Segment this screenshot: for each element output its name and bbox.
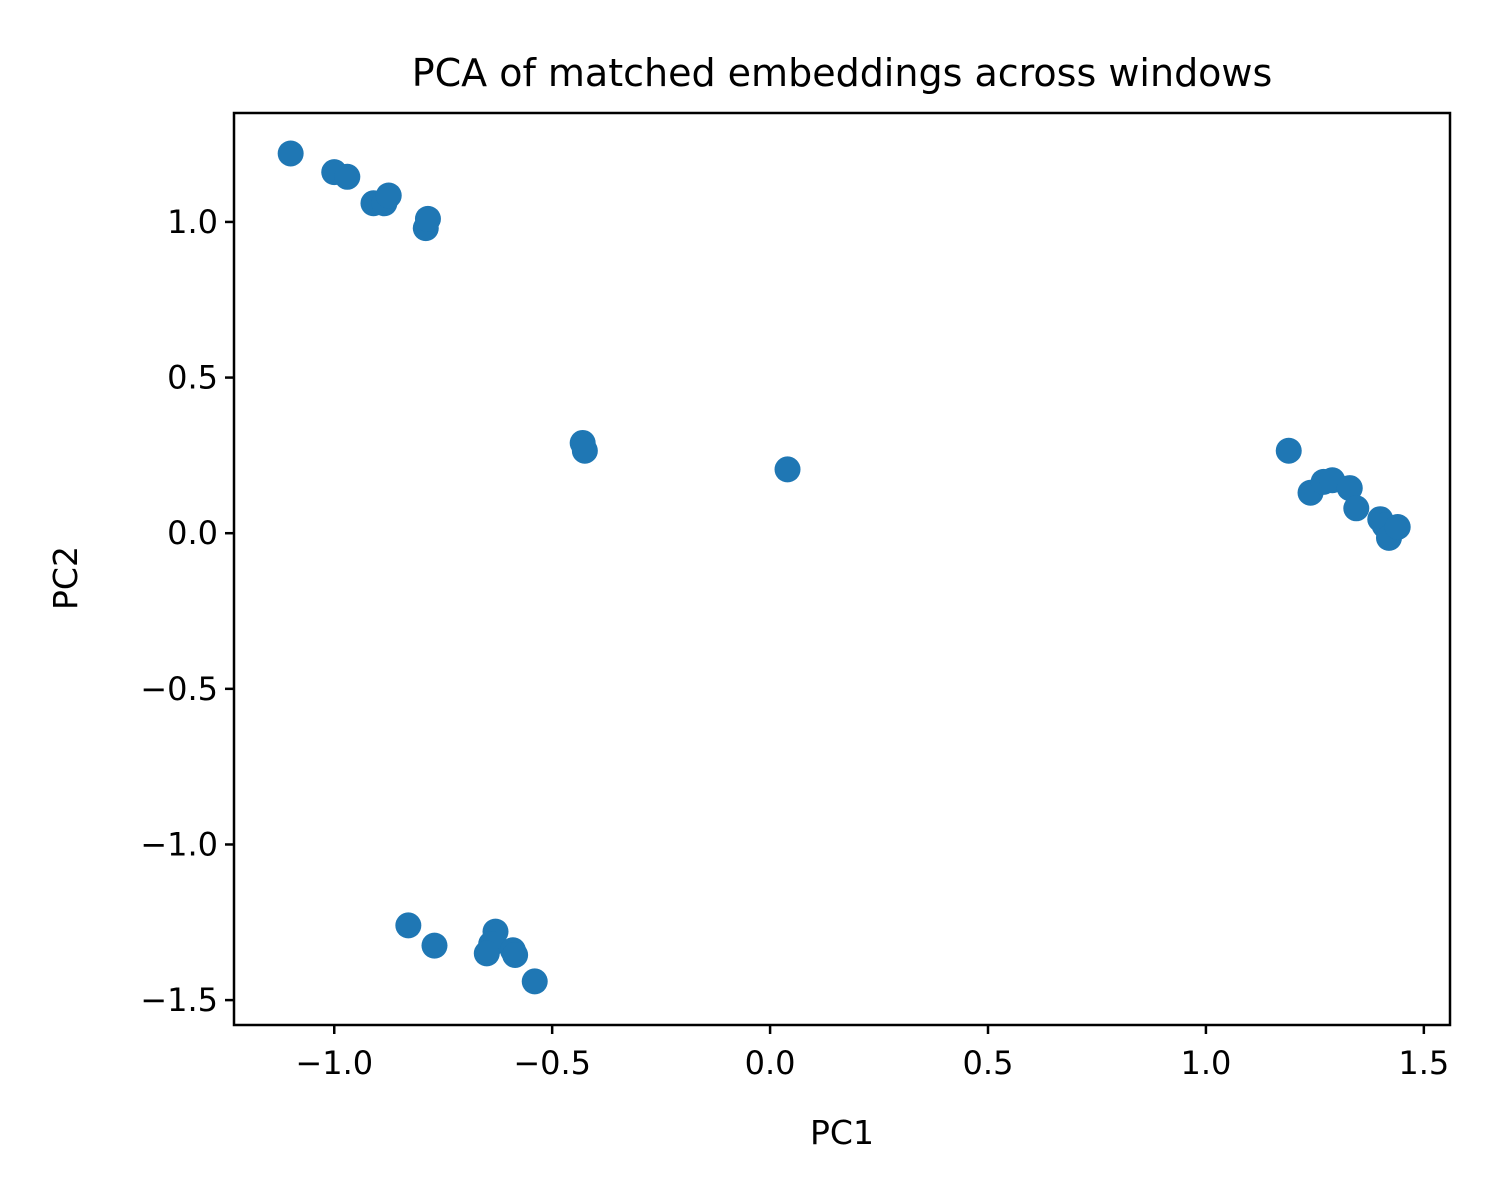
data-point-11 [1275, 437, 1302, 464]
x-axis-ticks: −1.0 −0.5 0.0 0.5 1.0 1.5 [295, 1025, 1449, 1082]
chart-title: PCA of matched embeddings across windows [412, 51, 1273, 95]
data-point-10 [774, 456, 801, 483]
data-point-5 [375, 182, 402, 209]
data-point-25 [473, 940, 500, 967]
x-tick-label: −1.0 [295, 1044, 373, 1082]
y-axis-label: PC2 [46, 546, 85, 610]
data-point-28 [521, 968, 548, 995]
data-point-9 [571, 437, 598, 464]
y-tick-label: −1.0 [140, 825, 218, 863]
data-point-15 [1336, 475, 1363, 502]
x-tick-label: −0.5 [513, 1044, 591, 1082]
x-tick-label: 0.0 [745, 1044, 796, 1082]
data-point-7 [414, 205, 441, 232]
data-point-21 [395, 912, 422, 939]
data-point-0 [277, 140, 304, 167]
data-point-22 [421, 932, 448, 959]
y-tick-label: −0.5 [140, 670, 218, 708]
data-point-27 [502, 941, 529, 968]
x-tick-label: 1.5 [1398, 1044, 1449, 1082]
points-layer [277, 140, 1411, 995]
data-point-16 [1343, 495, 1370, 522]
y-axis-ticks: 1.0 0.5 0.0 −0.5 −1.0 −1.5 [140, 203, 234, 1019]
y-tick-label: 1.0 [167, 203, 218, 241]
y-tick-label: 0.0 [167, 514, 218, 552]
plot-frame [232, 111, 1452, 1027]
x-axis-label: PC1 [810, 1113, 874, 1152]
data-point-2 [334, 163, 361, 190]
y-tick-label: 0.5 [167, 359, 218, 397]
x-tick-label: 1.0 [1180, 1044, 1231, 1082]
x-tick-label: 0.5 [963, 1044, 1014, 1082]
data-point-20 [1384, 513, 1411, 540]
y-tick-label: −1.5 [140, 981, 218, 1019]
